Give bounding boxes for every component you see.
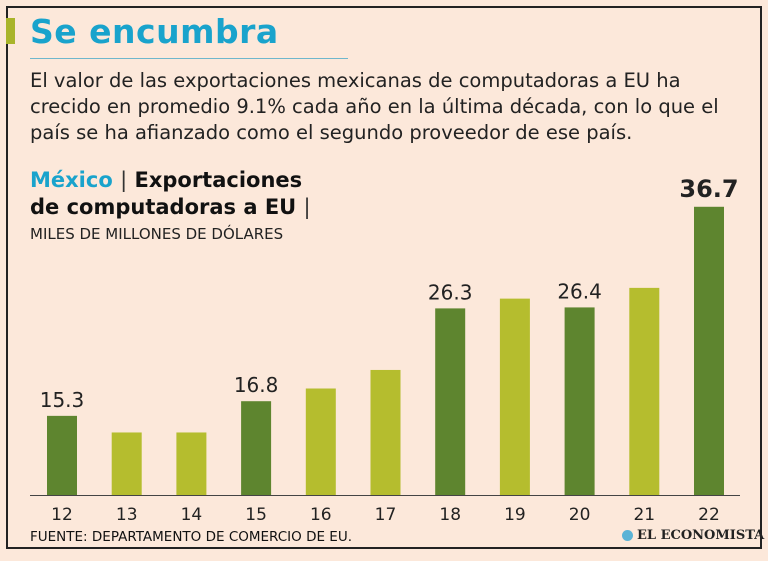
data-label: 26.3 [428, 280, 473, 304]
bar [499, 298, 530, 495]
x-tick-label: 19 [504, 505, 526, 525]
x-tick-label: 16 [310, 505, 332, 525]
chart-frame [6, 6, 762, 549]
data-label: 15.3 [40, 388, 85, 412]
country-label: México [30, 168, 113, 192]
logo-text: EL ECONOMISTA [637, 528, 765, 543]
x-tick-label: 20 [569, 505, 591, 525]
x-tick-label: 21 [633, 505, 655, 525]
data-label: 26.4 [557, 279, 602, 303]
chart-subtitle: México | Exportaciones de computadoras a… [30, 167, 311, 221]
x-tick-label: 12 [51, 505, 73, 525]
separator: | [303, 195, 311, 219]
units-label: MILES DE MILLONES DE DÓLARES [30, 225, 284, 243]
x-tick-label: 13 [116, 505, 138, 525]
subtitle-line1: Exportaciones [134, 168, 303, 192]
bar [47, 415, 77, 495]
bar [241, 401, 272, 495]
bar [370, 369, 401, 495]
bar [435, 308, 466, 495]
data-label: 36.7 [679, 175, 738, 203]
x-tick-label: 15 [245, 505, 267, 525]
logo-icon [622, 530, 633, 541]
bar [305, 388, 336, 495]
bar [564, 307, 595, 495]
x-tick-label: 14 [181, 505, 203, 525]
page-title: Se encumbra [30, 12, 279, 51]
logo: EL ECONOMISTA [622, 528, 764, 543]
x-tick-label: 17 [375, 505, 397, 525]
description: El valor de las exportaciones mexicanas … [30, 69, 719, 144]
subtitle-line2: de computadoras a EU [30, 195, 297, 219]
x-tick-label: 18 [439, 505, 461, 525]
title-accent-bar [6, 18, 15, 44]
bar [629, 287, 660, 495]
bar [694, 206, 724, 495]
x-tick-label: 22 [698, 505, 720, 525]
bar [176, 432, 207, 495]
source-note: FUENTE: DEPARTAMENTO DE COMERCIO DE EU. [30, 529, 352, 545]
title-divider [30, 58, 348, 59]
bar [111, 432, 142, 495]
separator: | [120, 168, 128, 192]
data-label: 16.8 [234, 373, 279, 397]
